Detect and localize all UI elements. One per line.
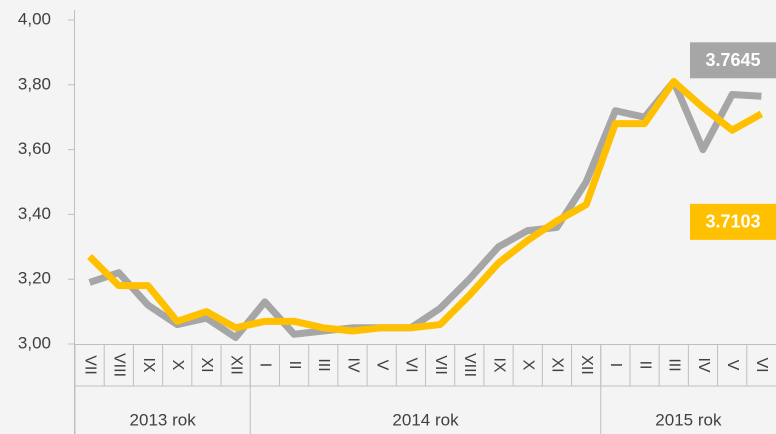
chart: 3,003,203,403,603,804,00VIIVIIIIXXXIXIII… [0,0,776,434]
x-tick-label: V [373,360,390,371]
x-tick-label: IV [344,357,361,372]
x-tick-label: I [257,363,274,367]
x-tick-label: III [315,358,332,371]
x-tick-label: IV [695,357,712,372]
y-tick-label: 3,20 [18,269,51,288]
y-tick-label: 3,80 [18,74,51,93]
x-tick-label: I [607,363,624,367]
x-tick-label: IX [490,357,507,372]
x-tick-label: V [724,360,741,371]
x-tick-label: XI [198,357,215,372]
x-tick-label: VI [753,357,770,372]
y-tick-label: 3,00 [18,333,51,352]
x-tick-label: VII [432,355,449,375]
x-tick-label: VI [403,357,420,372]
x-tick-label: VIII [111,353,128,377]
group-label: 2013 rok [130,410,197,429]
x-tick-label: VII [81,355,98,375]
x-tick-label: XI [549,357,566,372]
x-tick-label: XII [578,355,595,375]
y-tick-label: 3,60 [18,139,51,158]
x-tick-label: X [519,360,536,371]
y-tick-label: 4,00 [18,9,51,28]
value-label: 3.7103 [705,212,760,232]
y-tick-label: 3,40 [18,204,51,223]
x-tick-label: III [666,358,683,371]
group-label: 2014 rok [392,410,459,429]
value-label: 3.7645 [705,50,760,70]
x-tick-label: II [636,361,653,370]
group-label: 2015 rok [655,410,722,429]
x-tick-label: X [169,360,186,371]
x-tick-label: IX [140,357,157,372]
x-tick-label: XII [227,355,244,375]
x-tick-label: VIII [461,353,478,377]
x-tick-label: II [286,361,303,370]
